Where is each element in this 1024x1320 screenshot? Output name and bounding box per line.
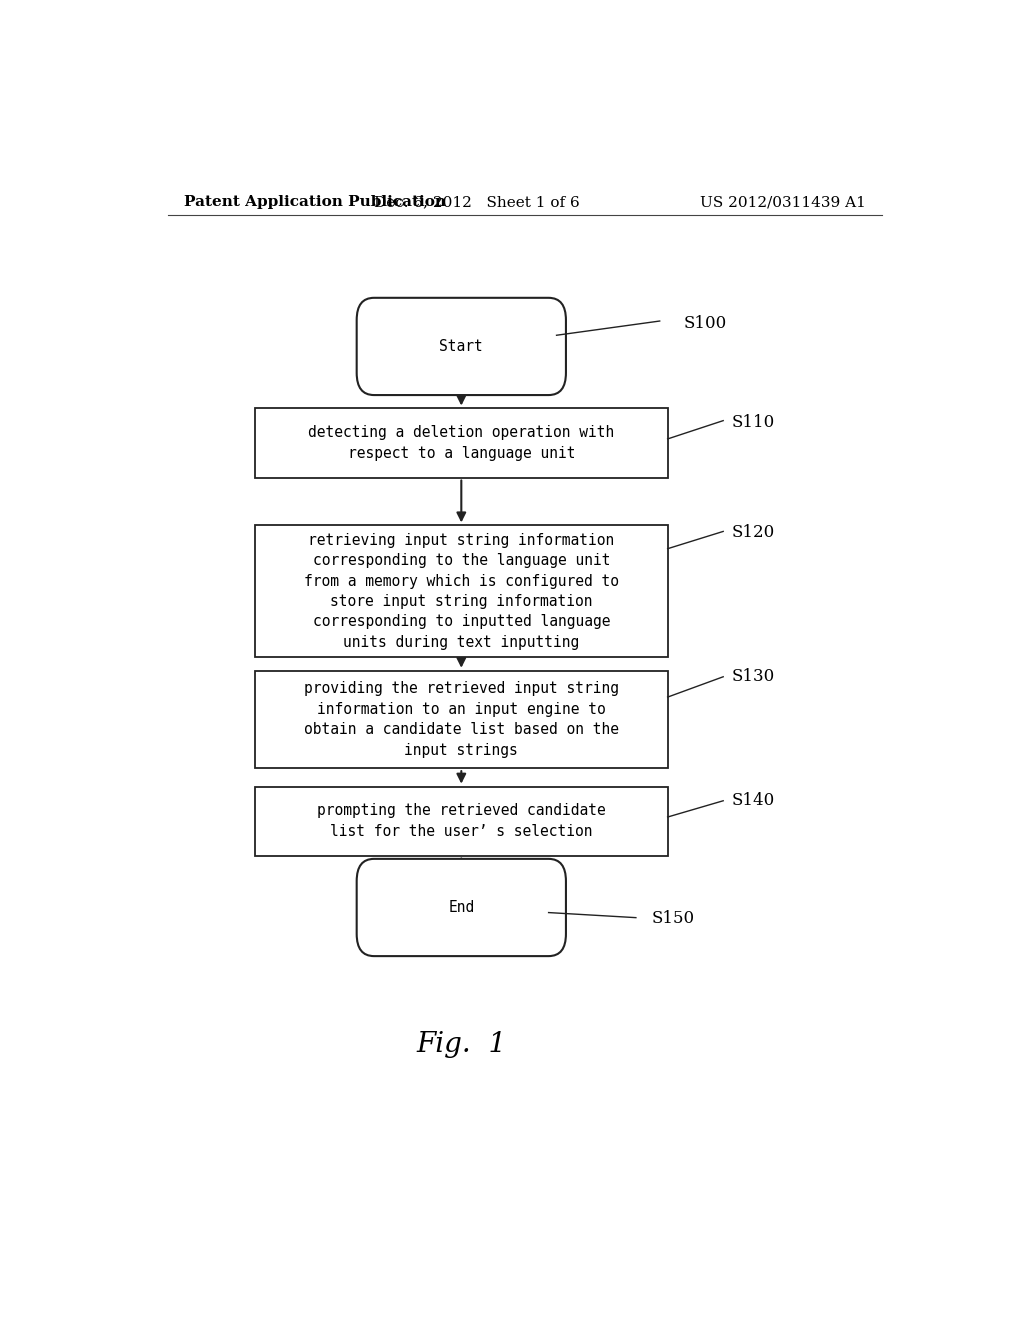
Text: End: End	[449, 900, 474, 915]
Text: Dec. 6, 2012   Sheet 1 of 6: Dec. 6, 2012 Sheet 1 of 6	[375, 195, 580, 209]
Text: providing the retrieved input string
information to an input engine to
obtain a : providing the retrieved input string inf…	[304, 681, 618, 758]
Text: Patent Application Publication: Patent Application Publication	[183, 195, 445, 209]
Text: Fig.  1: Fig. 1	[416, 1031, 507, 1059]
FancyBboxPatch shape	[255, 787, 668, 855]
Text: S110: S110	[731, 414, 774, 432]
Text: S120: S120	[731, 524, 774, 541]
Text: US 2012/0311439 A1: US 2012/0311439 A1	[700, 195, 866, 209]
Text: S140: S140	[731, 792, 774, 809]
Text: S100: S100	[684, 314, 727, 331]
Text: S130: S130	[731, 668, 774, 685]
FancyBboxPatch shape	[255, 408, 668, 478]
Text: retrieving input string information
corresponding to the language unit
from a me: retrieving input string information corr…	[304, 533, 618, 649]
Text: S150: S150	[652, 911, 695, 927]
Text: detecting a deletion operation with
respect to a language unit: detecting a deletion operation with resp…	[308, 425, 614, 461]
Text: Start: Start	[439, 339, 483, 354]
Text: prompting the retrieved candidate
list for the user’ s selection: prompting the retrieved candidate list f…	[317, 804, 605, 838]
FancyBboxPatch shape	[255, 525, 668, 657]
FancyBboxPatch shape	[356, 298, 566, 395]
FancyBboxPatch shape	[356, 859, 566, 956]
FancyBboxPatch shape	[255, 671, 668, 768]
